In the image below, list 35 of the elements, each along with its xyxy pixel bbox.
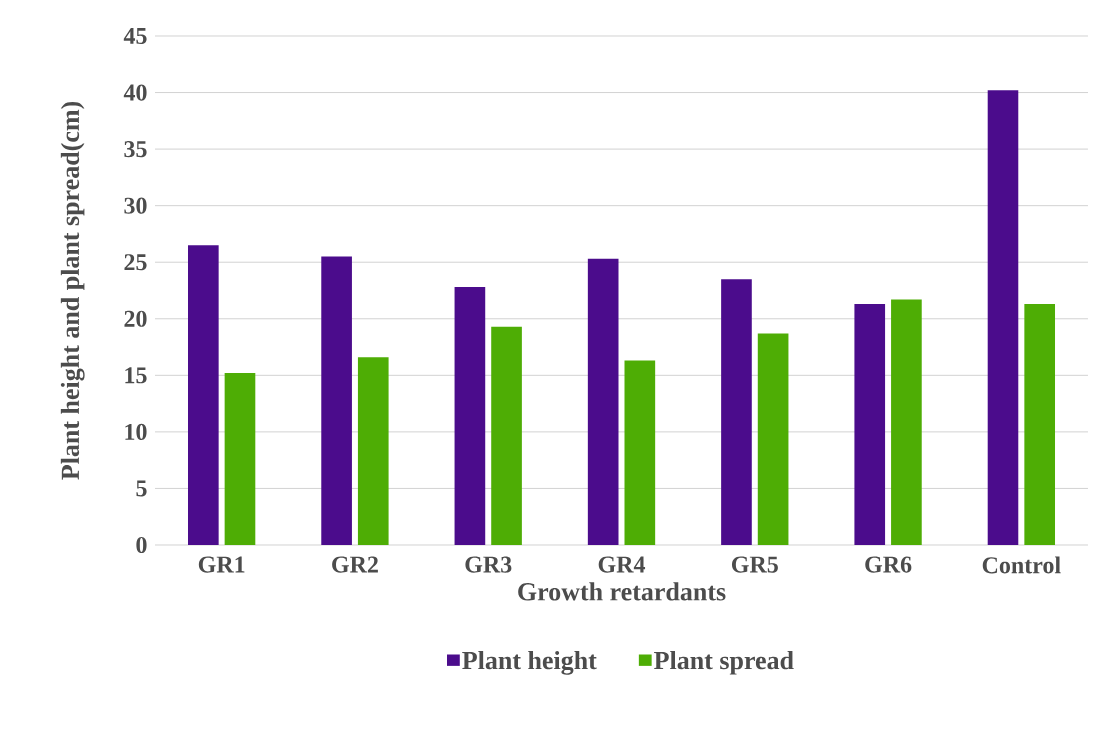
bar [357, 357, 389, 545]
y-tick-label: 30 [124, 197, 147, 214]
bar [721, 279, 752, 545]
bar [587, 258, 619, 545]
x-tick-label: GR2 [332, 556, 378, 573]
bar [1024, 304, 1056, 545]
y-tick-label: 40 [123, 84, 147, 101]
x-tick-label: GR4 [598, 556, 646, 573]
legend-label: Plant height [462, 650, 597, 675]
y-tick-label: 45 [123, 27, 147, 45]
bar [224, 373, 256, 545]
bar [624, 360, 656, 545]
x-tick-label: GR6 [865, 556, 912, 573]
bar [491, 326, 522, 545]
bar [321, 256, 352, 545]
x-tick-label: GR3 [465, 556, 512, 573]
bar [987, 90, 1019, 545]
bar [757, 333, 789, 545]
y-tick-label: 5 [136, 480, 147, 497]
x-axis-title: Growth retardants [518, 582, 726, 601]
legend-label: Plant spread [654, 650, 794, 675]
x-tick-label: GR5 [731, 556, 778, 573]
y-tick-label: 0 [136, 536, 147, 554]
bar [891, 299, 922, 545]
bar [187, 245, 219, 545]
y-tick-label: 15 [125, 367, 147, 384]
y-tick-label: 25 [124, 254, 147, 271]
y-tick-label: 10 [125, 423, 147, 440]
y-axis-title: Plant height and plant spread(cm) [60, 101, 85, 480]
bar [854, 304, 886, 545]
y-tick-label: 20 [124, 310, 147, 327]
x-tick-label: GR1 [198, 556, 245, 573]
x-tick-label: Control [982, 556, 1061, 574]
y-tick-label: 35 [124, 141, 147, 158]
bar [454, 287, 486, 545]
